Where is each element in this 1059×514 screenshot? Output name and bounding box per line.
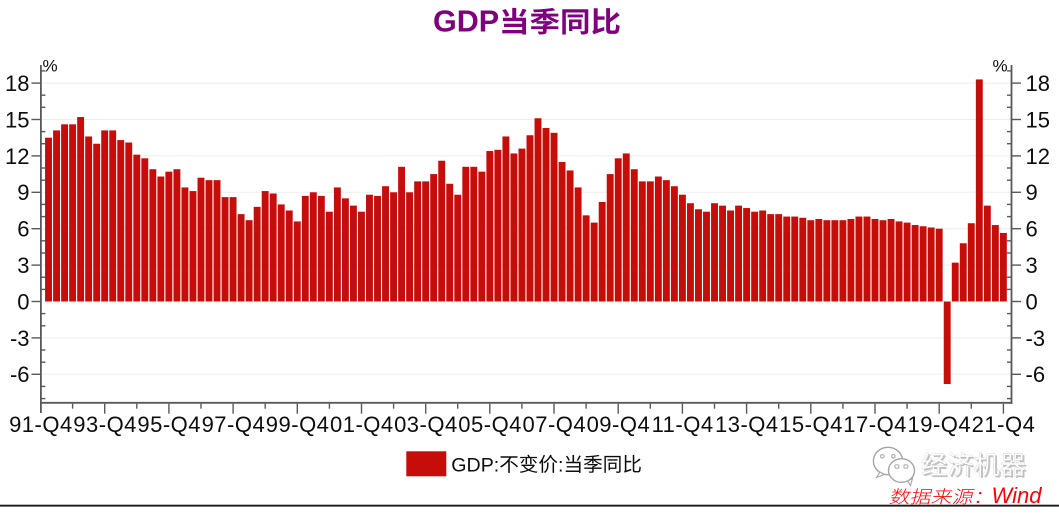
svg-text:0: 0 xyxy=(1026,289,1038,314)
svg-text:-6: -6 xyxy=(1026,362,1046,387)
svg-text:09-Q4: 09-Q4 xyxy=(587,412,651,437)
svg-text:13-Q4: 13-Q4 xyxy=(715,412,779,437)
svg-text::: : xyxy=(558,454,563,476)
svg-text:95-Q4: 95-Q4 xyxy=(137,412,201,437)
svg-text:97-Q4: 97-Q4 xyxy=(202,412,266,437)
svg-text:03-Q4: 03-Q4 xyxy=(394,412,458,437)
svg-text:3: 3 xyxy=(1026,253,1038,278)
svg-text:12: 12 xyxy=(5,144,29,169)
svg-text:GDP: GDP xyxy=(433,5,499,39)
svg-text:3: 3 xyxy=(17,253,29,278)
svg-text:9: 9 xyxy=(17,180,29,205)
svg-text:91-Q4: 91-Q4 xyxy=(9,412,73,437)
svg-text:Wind: Wind xyxy=(992,483,1043,508)
svg-text:21-Q4: 21-Q4 xyxy=(972,412,1036,437)
svg-text:-6: -6 xyxy=(10,362,30,387)
svg-text:9: 9 xyxy=(1026,180,1038,205)
svg-text:93-Q4: 93-Q4 xyxy=(73,412,137,437)
svg-text:%: % xyxy=(993,57,1008,76)
svg-text:15-Q4: 15-Q4 xyxy=(779,412,843,437)
svg-text:18: 18 xyxy=(1026,71,1050,96)
svg-text:18: 18 xyxy=(5,71,29,96)
svg-text:15: 15 xyxy=(1026,107,1050,132)
svg-text:0: 0 xyxy=(17,289,29,314)
svg-text:6: 6 xyxy=(17,217,29,242)
svg-text:6: 6 xyxy=(1026,217,1038,242)
svg-text:15: 15 xyxy=(5,107,29,132)
svg-text:01-Q4: 01-Q4 xyxy=(330,412,394,437)
svg-text:11-Q4: 11-Q4 xyxy=(652,412,714,437)
svg-text:%: % xyxy=(43,57,58,76)
svg-text:07-Q4: 07-Q4 xyxy=(522,412,586,437)
svg-text:05-Q4: 05-Q4 xyxy=(458,412,522,437)
svg-text:-3: -3 xyxy=(10,326,30,351)
svg-text:-3: -3 xyxy=(1026,326,1046,351)
svg-text:99-Q4: 99-Q4 xyxy=(266,412,330,437)
svg-text:17-Q4: 17-Q4 xyxy=(843,412,907,437)
svg-text:12: 12 xyxy=(1026,144,1050,169)
svg-text:GDP:: GDP: xyxy=(451,454,499,476)
svg-text:19-Q4: 19-Q4 xyxy=(907,412,971,437)
